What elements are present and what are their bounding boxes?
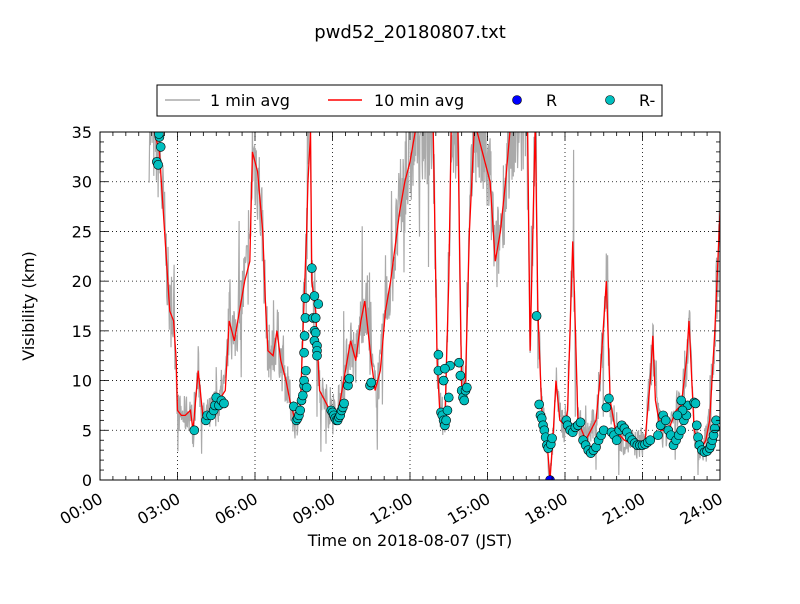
legend-marker-Rminus: [605, 95, 615, 105]
marker-Rminus: [531, 311, 542, 321]
x-tick-label: 09:00: [289, 489, 338, 529]
y-tick-label: 25: [72, 222, 92, 241]
marker-Rminus: [339, 398, 349, 409]
y-tick-label: 10: [72, 372, 92, 391]
marker-Rminus: [462, 382, 472, 393]
marker-Rminus: [672, 410, 683, 421]
marker-Rminus: [219, 398, 229, 409]
legend-label-R: R: [546, 91, 557, 110]
marker-Rminus: [601, 402, 612, 413]
marker-Rminus: [575, 417, 586, 428]
x-tick-label: 12:00: [367, 489, 416, 529]
marker-Rminus: [710, 423, 720, 434]
marker-Rminus: [604, 393, 614, 404]
marker-Rminus: [690, 398, 701, 409]
marker-Rminus: [433, 349, 444, 360]
marker-Rminus: [534, 399, 544, 410]
marker-Rminus: [313, 299, 324, 309]
y-tick-label: 15: [72, 322, 92, 341]
x-tick-label: 00:00: [57, 489, 106, 529]
marker-Rminus: [645, 435, 656, 446]
legend-label-1min: 1 min avg: [210, 91, 290, 110]
marker-Rminus: [676, 395, 687, 406]
x-tick-label: 03:00: [134, 489, 183, 529]
marker-Rminus: [310, 328, 321, 338]
x-axis-label: Time on 2018-08-07 (JST): [307, 531, 512, 550]
axis-ticks: 00:00 03:00 06:00 09:00 12:00 15:00 18:00 21:00…: [57, 123, 726, 529]
marker-Rminus: [366, 377, 377, 388]
marker-Rminus: [307, 263, 317, 274]
legend-box: [156, 84, 663, 117]
y-tick-label: 20: [72, 272, 92, 291]
series-10min-avg: [153, 132, 720, 480]
marker-Rminus: [711, 415, 720, 426]
marker-Rminus: [154, 132, 164, 139]
legend-label-Rminus: R-: [639, 91, 655, 110]
marker-Rminus: [455, 370, 466, 381]
y-axis-label: Visibility (km): [19, 251, 38, 360]
marker-Rminus: [693, 432, 703, 443]
marker-Rminus: [676, 425, 687, 436]
marker-Rminus: [299, 347, 309, 358]
marker-Rminus: [153, 160, 163, 170]
marker-Rminus: [454, 357, 464, 368]
marker-Rminus: [438, 375, 449, 386]
marker-Rminus: [440, 363, 450, 374]
marker-Rminus: [310, 313, 321, 323]
marker-Rminus: [300, 293, 311, 303]
y-tick-label: 0: [82, 471, 92, 490]
x-tick-label: 21:00: [599, 489, 648, 529]
x-tick-label: 24:00: [677, 489, 726, 529]
marker-Rminus: [660, 415, 671, 426]
marker-Rminus: [189, 425, 200, 436]
x-tick-label: 15:00: [444, 489, 493, 529]
legend: 1 min avg 10 min avg R R-: [156, 84, 663, 117]
y-tick-label: 30: [72, 173, 92, 192]
marker-Rminus: [299, 331, 310, 341]
marker-Rminus: [443, 392, 454, 403]
line-10min-avg: [153, 132, 720, 480]
marker-Rminus: [691, 420, 702, 431]
chart-title: pwd52_20180807.txt: [314, 22, 506, 43]
marker-Rminus: [653, 430, 663, 441]
marker-Rminus: [297, 390, 308, 401]
marker-Rminus: [301, 365, 311, 376]
marker-Rminus: [442, 405, 453, 416]
y-tick-label: 5: [82, 421, 92, 440]
marker-Rminus: [295, 405, 306, 416]
legend-marker-R: [512, 95, 522, 105]
marker-Rminus: [155, 142, 166, 152]
marker-Rminus: [547, 433, 557, 444]
y-tick-label: 35: [72, 123, 92, 142]
marker-Rminus: [441, 415, 451, 426]
marker-Rminus: [459, 395, 470, 406]
marker-Rminus: [344, 373, 355, 384]
x-tick-label: 06:00: [212, 489, 261, 529]
x-tick-label: 18:00: [522, 489, 571, 529]
legend-label-10min: 10 min avg: [374, 91, 464, 110]
marker-Rminus: [312, 350, 322, 361]
marker-Rminus: [309, 291, 320, 301]
marker-Rminus: [611, 435, 622, 446]
marker-Rminus: [301, 382, 312, 393]
